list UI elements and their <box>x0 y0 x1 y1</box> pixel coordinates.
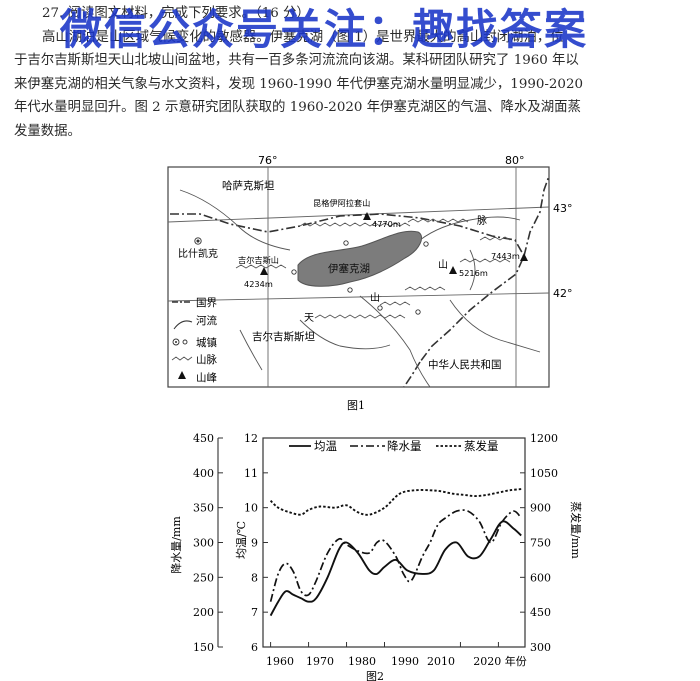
tick-label: 6 <box>251 641 258 654</box>
tick-label: 450 <box>530 606 551 619</box>
question-line: 年代水量明显回升。图 2 示意研究团队获取的 1960-2020 年伊塞克湖区的… <box>14 100 581 115</box>
peak-elevation: 4234m <box>244 279 273 289</box>
chart-series <box>269 488 522 617</box>
range-char: 山 <box>370 292 380 304</box>
peak-icon <box>449 266 457 274</box>
chart-plot-area <box>262 437 526 648</box>
tick-label: 1200 <box>530 432 558 445</box>
lat-label-42: 42° <box>553 287 573 300</box>
legend-precip: 降水量 <box>387 439 422 453</box>
peak-name: 昆格伊阿拉套山 <box>313 198 370 208</box>
country-kazakhstan: 哈萨克斯坦 <box>222 179 275 192</box>
tick-label: 450 <box>193 432 214 445</box>
lake-issyk-kul <box>297 230 422 287</box>
lake-label: 伊塞克湖 <box>328 262 370 275</box>
tick-label: 250 <box>193 571 214 584</box>
tick-label: 1980 <box>348 655 376 668</box>
lon-label-76: 76° <box>258 154 278 167</box>
axis-inner: 12 11 10 9 8 7 6 <box>244 432 268 654</box>
series-line-solid <box>269 520 522 617</box>
map-legend: 国界 河流 城镇 山脉 山峰 <box>171 297 217 384</box>
legend-evap: 蒸发量 <box>464 439 499 453</box>
tick-label: 750 <box>530 537 551 550</box>
legend-mountain: 山脉 <box>196 353 217 366</box>
tick-label: 2020 年份 <box>473 654 527 668</box>
peak-elevation: 5216m <box>459 268 488 278</box>
axis-left-label: 降水量/mm <box>169 516 183 574</box>
tick-label: 200 <box>193 606 214 619</box>
lat-label-43: 43° <box>553 202 573 215</box>
range-char: 天 <box>304 313 314 324</box>
tick-label: 11 <box>244 467 258 480</box>
question-line: 来伊塞克湖的相关气象与水文资料，发现 1960-1990 年代伊塞克湖水量明显减… <box>14 76 583 92</box>
chart-legend: 均温 降水量 蒸发量 <box>289 439 499 453</box>
question-text: 27. 阅读图文材料，完成下列要求。（16 分） 高山湖泊是山区域气候变化的敏感… <box>14 2 690 143</box>
legend-peak: 山峰 <box>196 372 217 384</box>
tick-label: 9 <box>251 537 258 550</box>
parallel-42 <box>167 292 550 302</box>
tick-label: 400 <box>193 467 214 480</box>
tick-label: 350 <box>193 502 214 515</box>
lon-label-80: 80° <box>505 154 525 167</box>
tick-label: 600 <box>530 571 551 584</box>
axis-right-label: 蒸发量/mm <box>569 501 583 559</box>
city-label: 比什凯克 <box>178 247 218 260</box>
mountain-ranges <box>235 218 511 319</box>
question-line: 发量数据。 <box>14 123 81 139</box>
tick-label: 7 <box>251 606 258 619</box>
figure-2-caption: 图2 <box>366 670 384 681</box>
legend-town: 城镇 <box>196 336 217 349</box>
legend-river: 河流 <box>196 314 217 327</box>
towns <box>194 237 429 315</box>
series-line-dashdot <box>269 509 522 602</box>
tick-label: 300 <box>530 641 551 654</box>
figure-1-caption: 图1 <box>347 399 365 412</box>
tick-label: 1990 <box>391 655 419 668</box>
peak-name: 吉尔吉斯山 <box>238 255 279 265</box>
series-line-dotted <box>269 488 522 516</box>
tick-label: 1970 <box>306 655 334 668</box>
tick-label: 150 <box>193 641 214 654</box>
axis-x: 1960 1970 1980 1990 2010 2020 年份 <box>266 642 527 668</box>
tick-label: 2010 <box>427 655 455 668</box>
question-line: 高山湖泊是山区域气候变化的敏感器。伊塞克湖（图 1）是世界最大的高山封闭湖泊，位 <box>42 29 564 45</box>
peak-icon <box>260 267 268 275</box>
peak-elevation: 4770m <box>372 219 401 229</box>
axis-left: 450 400 350 300 250 200 150 <box>193 432 223 654</box>
tick-label: 300 <box>193 537 214 550</box>
peak-elevation: 7443m <box>491 251 520 261</box>
axis-right: 1200 1050 900 750 600 450 300 <box>520 432 558 654</box>
country-kyrgyzstan: 吉尔吉斯斯坦 <box>252 330 315 343</box>
country-china: 中华人民共和国 <box>428 358 502 371</box>
tick-label: 12 <box>244 432 258 445</box>
tick-label: 10 <box>244 502 258 515</box>
tick-label: 900 <box>530 502 551 515</box>
rivers <box>179 189 541 388</box>
question-line: 于吉尔吉斯斯坦天山北坡山间盆地，共有一百多条河流流向该湖。某科研团队研究了 19… <box>14 53 579 68</box>
tick-label: 1960 <box>266 655 294 668</box>
peak-icon <box>363 212 371 220</box>
range-char: 山 <box>438 259 448 271</box>
axis-inner-label: 均温/℃ <box>235 521 248 559</box>
border-cn-kz <box>523 175 550 257</box>
tick-label: 1050 <box>530 467 558 480</box>
tick-label: 8 <box>251 571 258 584</box>
peak-icon <box>520 253 528 261</box>
legend-temp: 均温 <box>314 439 337 453</box>
range-char: 脉 <box>477 214 487 227</box>
legend-border: 国界 <box>196 297 217 309</box>
question-header: 27. 阅读图文材料，完成下列要求。（16 分） <box>42 6 310 21</box>
border-kg-kz-cn <box>170 213 525 363</box>
